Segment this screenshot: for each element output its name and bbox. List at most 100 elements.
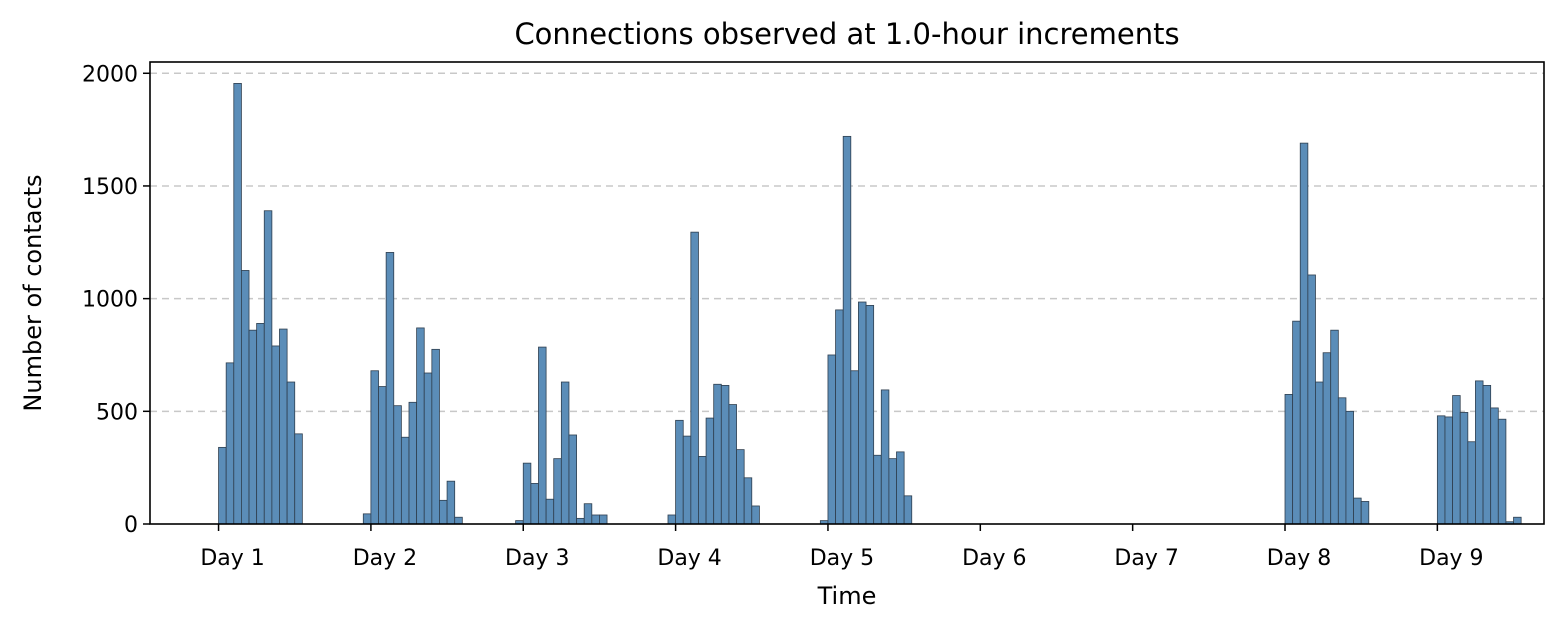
histogram-bar — [294, 433, 303, 525]
histogram-bar — [241, 270, 250, 525]
histogram-bar — [1284, 394, 1294, 525]
histogram-bar — [1475, 380, 1484, 525]
x-tick-label: Day 3 — [505, 546, 569, 571]
histogram-bar — [1490, 407, 1499, 525]
y-tick-label: 500 — [96, 400, 138, 425]
histogram-bar — [545, 498, 555, 525]
histogram-bar — [698, 455, 707, 525]
histogram-bar — [271, 345, 280, 525]
x-tick-label: Day 7 — [1114, 546, 1178, 571]
histogram-bar — [553, 458, 562, 525]
histogram-bar — [1322, 352, 1332, 525]
histogram-bar — [690, 231, 699, 525]
x-axis-label: Time — [817, 582, 877, 610]
histogram-bar — [1459, 412, 1469, 525]
histogram-bar — [667, 514, 677, 525]
x-tick-label: Day 2 — [353, 546, 417, 571]
histogram-bar — [888, 458, 897, 525]
y-tick-label: 1000 — [82, 288, 138, 313]
histogram-bar — [1444, 416, 1453, 525]
histogram-bar — [858, 301, 867, 525]
x-tick-label: Day 8 — [1267, 546, 1331, 571]
histogram-bar — [591, 514, 600, 525]
histogram-bar — [896, 451, 905, 525]
histogram-bar — [1467, 441, 1476, 525]
histogram-bar — [1315, 381, 1324, 525]
histogram-bar — [583, 503, 593, 525]
histogram-bar — [454, 516, 463, 525]
histogram-bar — [835, 309, 844, 525]
histogram-bar — [522, 462, 532, 525]
histogram-bar — [1330, 329, 1339, 525]
y-axis-label: Number of contacts — [19, 174, 47, 411]
histogram-bar — [248, 329, 258, 525]
histogram-bar — [408, 401, 418, 525]
histogram-bar — [599, 514, 608, 525]
histogram-bar — [530, 483, 539, 525]
histogram-bar — [1353, 497, 1362, 525]
histogram-bar — [850, 370, 859, 525]
histogram-bar — [1307, 274, 1316, 525]
histogram-bar — [225, 362, 235, 525]
histogram-bar — [1513, 516, 1522, 525]
x-tick-label: Day 4 — [657, 546, 721, 571]
histogram-bar — [362, 513, 372, 525]
histogram-bar — [1292, 320, 1301, 525]
histogram-bar — [233, 83, 242, 525]
bars — [218, 83, 1522, 525]
histogram-bar — [256, 323, 265, 525]
histogram-bar — [568, 434, 577, 525]
y-tick-label: 1500 — [82, 175, 138, 200]
histogram-bar — [378, 386, 387, 525]
histogram-bar — [720, 384, 730, 525]
histogram-bar — [286, 381, 296, 525]
histogram-bar — [842, 135, 852, 525]
histogram-bar — [385, 252, 395, 525]
histogram-bar — [728, 404, 737, 525]
histogram-bar — [560, 381, 570, 525]
histogram-bar — [682, 435, 692, 525]
histogram-bar — [751, 505, 760, 525]
histogram-bar — [736, 449, 745, 525]
histogram-bar — [903, 495, 913, 525]
histogram-bar — [431, 348, 440, 525]
histogram-bar — [416, 327, 425, 525]
y-tick-label: 2000 — [82, 62, 138, 87]
histogram-bar — [1482, 384, 1492, 525]
x-tick-label: Day 9 — [1419, 546, 1483, 571]
histogram-bar — [705, 417, 715, 525]
histogram-bar — [538, 346, 547, 525]
histogram-bar — [865, 304, 875, 525]
histogram-bar — [446, 480, 456, 525]
histogram-bar — [370, 370, 379, 525]
x-tick-label: Day 5 — [810, 546, 874, 571]
histogram-bar — [1436, 415, 1446, 525]
histogram-bar — [263, 210, 273, 525]
histogram-bar — [1452, 395, 1461, 525]
x-axis-ticks: Day 1 Day 2 Day 3 Day 4 Day 5 Day 6 Day 7 Day 8… — [200, 524, 1484, 571]
histogram-bar — [1360, 501, 1370, 525]
plot-frame — [149, 61, 1545, 525]
x-tick-label: Day 6 — [962, 546, 1026, 571]
histogram-bar — [873, 454, 882, 525]
histogram-bar — [880, 389, 890, 525]
histogram-bar — [743, 477, 753, 525]
histogram-bar — [713, 383, 722, 525]
histogram-bar — [218, 446, 227, 525]
histogram-bar — [400, 436, 410, 525]
y-tick-label: 0 — [124, 513, 138, 538]
histogram-bar — [279, 328, 288, 525]
histogram-bar — [1337, 397, 1347, 525]
histogram-bar — [439, 499, 448, 525]
histogram-bar — [675, 419, 684, 525]
histogram-bar — [393, 405, 402, 525]
histogram-bar — [1497, 418, 1507, 525]
histogram-bar — [1345, 410, 1354, 525]
histogram-bar — [576, 517, 585, 525]
histogram-bar — [423, 372, 433, 525]
histogram-bar — [827, 354, 836, 525]
x-tick-label: Day 1 — [200, 546, 264, 571]
y-axis-ticks: 0 500 1000 1500 2000 — [82, 62, 150, 538]
histogram-bar — [1299, 142, 1309, 525]
